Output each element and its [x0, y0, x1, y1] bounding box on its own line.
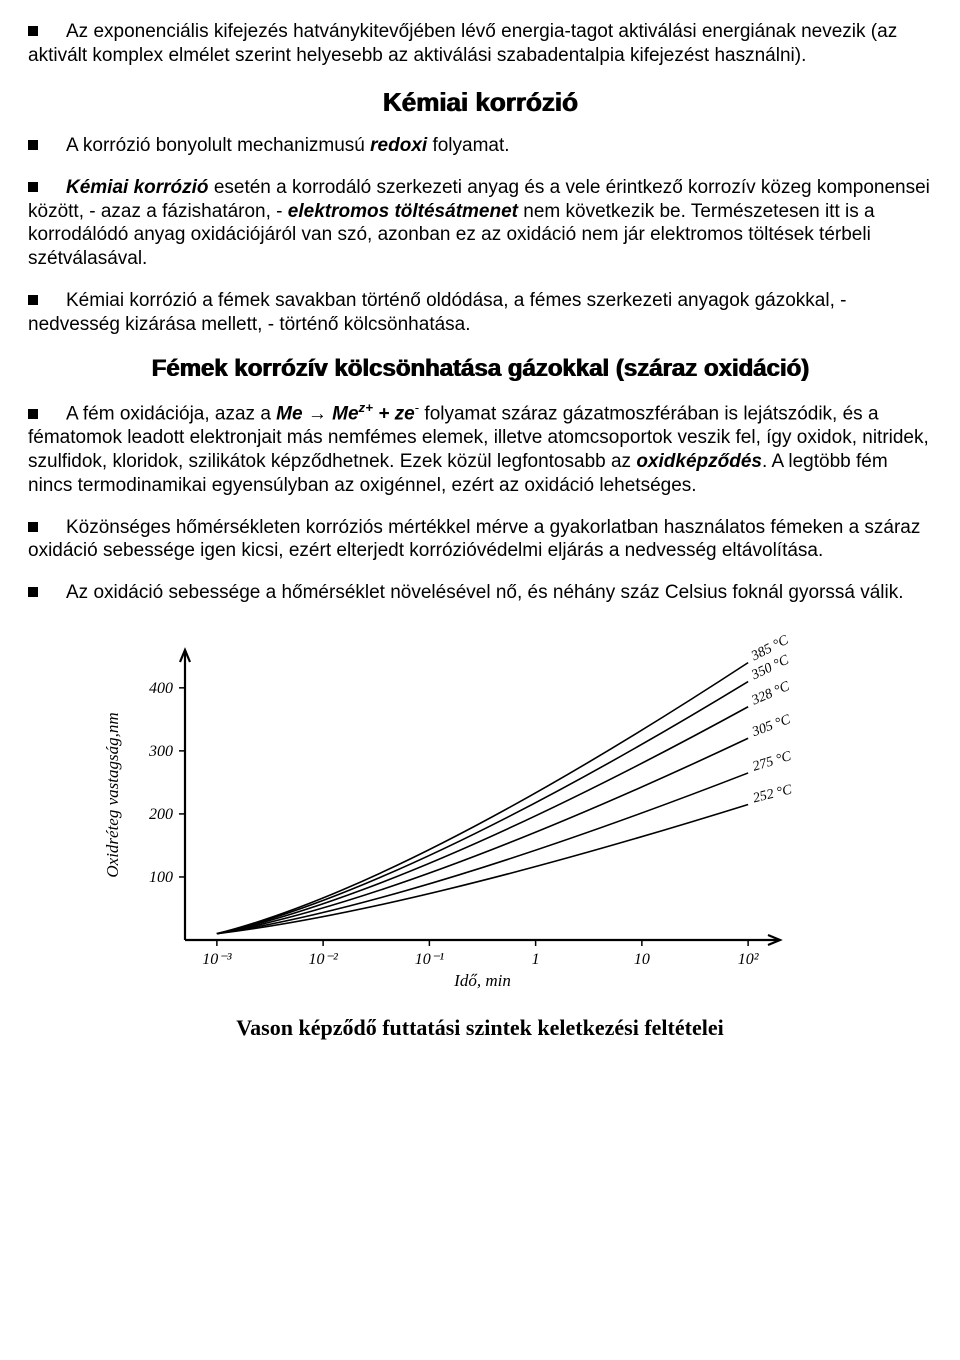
- p7-text: Az oxidáció sebessége a hőmérséklet növe…: [66, 582, 904, 603]
- p3-bi2: elektromos töltésátmenet: [288, 201, 518, 222]
- section-title-kemiai-korrozio: Kémiai korrózió: [28, 86, 932, 119]
- p7: Az oxidáció sebessége a hőmérséklet növe…: [28, 581, 932, 605]
- p2-post: folyamat.: [427, 135, 509, 156]
- bullet-icon: [28, 140, 38, 150]
- p5-sup1: z+: [359, 400, 373, 415]
- svg-text:252 °C: 252 °C: [752, 782, 795, 806]
- oxide-thickness-chart: 100 200 300 400 10⁻³ 10⁻² 10⁻¹ 1 10 10² Oxidréteg …: [90, 635, 870, 1002]
- p4-text: Kémiai korrózió a fémek savakban történő…: [28, 290, 846, 335]
- p5-pre: A fém oxidációja, azaz a: [66, 404, 276, 425]
- p4: Kémiai korrózió a fémek savakban történő…: [28, 289, 932, 337]
- bullet-icon: [28, 26, 38, 36]
- bullet-icon: [28, 409, 38, 419]
- svg-text:300: 300: [148, 743, 173, 760]
- p6-text: Közönséges hőmérsékleten korróziós mérté…: [28, 517, 920, 562]
- svg-text:10⁻¹: 10⁻¹: [415, 951, 444, 968]
- p5-bi: oxidképződés: [636, 451, 762, 472]
- bullet-icon: [28, 522, 38, 532]
- svg-text:400: 400: [149, 680, 173, 697]
- svg-text:10⁻³: 10⁻³: [202, 951, 231, 968]
- p2-pre: A korrózió bonyolult mechanizmusú: [66, 135, 370, 156]
- p5: A fém oxidációja, azaz a Me → Mez+ + ze-…: [28, 400, 932, 497]
- p5-arrow: →: [303, 404, 333, 425]
- p1-text: Az exponenciális kifejezés hatványkitevő…: [28, 21, 897, 66]
- p3: Kémiai korrózió esetén a korrodáló szerk…: [28, 176, 932, 271]
- p5-plus: + z: [373, 404, 404, 425]
- p5-me2: Me: [332, 404, 358, 425]
- p5-e: e: [404, 404, 415, 425]
- svg-text:305 °C: 305 °C: [749, 712, 793, 740]
- svg-text:Oxidréteg vastagság,nm: Oxidréteg vastagság,nm: [103, 712, 122, 877]
- p5-me1: Me: [276, 404, 302, 425]
- svg-text:10: 10: [634, 951, 650, 968]
- svg-text:1: 1: [532, 951, 540, 968]
- svg-text:100: 100: [149, 869, 173, 886]
- p3-bi1: Kémiai korrózió: [66, 177, 209, 198]
- intro-paragraph: Az exponenciális kifejezés hatványkitevő…: [28, 20, 932, 68]
- svg-text:Idő, min: Idő, min: [453, 971, 511, 990]
- svg-text:10⁻²: 10⁻²: [309, 951, 339, 968]
- bullet-icon: [28, 182, 38, 192]
- p6: Közönséges hőmérsékleten korróziós mérté…: [28, 516, 932, 564]
- svg-text:200: 200: [149, 806, 173, 823]
- chart-caption: Vason képződő futtatási szintek keletkez…: [28, 1014, 932, 1042]
- p2: A korrózió bonyolult mechanizmusú redoxi…: [28, 134, 932, 158]
- p2-bold-italic: redoxi: [370, 135, 427, 156]
- svg-text:328 °C: 328 °C: [749, 679, 793, 709]
- bullet-icon: [28, 587, 38, 597]
- svg-text:275 °C: 275 °C: [751, 749, 794, 775]
- bullet-icon: [28, 295, 38, 305]
- section-title-femek-korroziv: Fémek korrózív kölcsönhatása gázokkal (s…: [28, 354, 932, 384]
- svg-text:10²: 10²: [738, 951, 760, 968]
- chart-svg: 100 200 300 400 10⁻³ 10⁻² 10⁻¹ 1 10 10² Oxidréteg …: [90, 635, 870, 995]
